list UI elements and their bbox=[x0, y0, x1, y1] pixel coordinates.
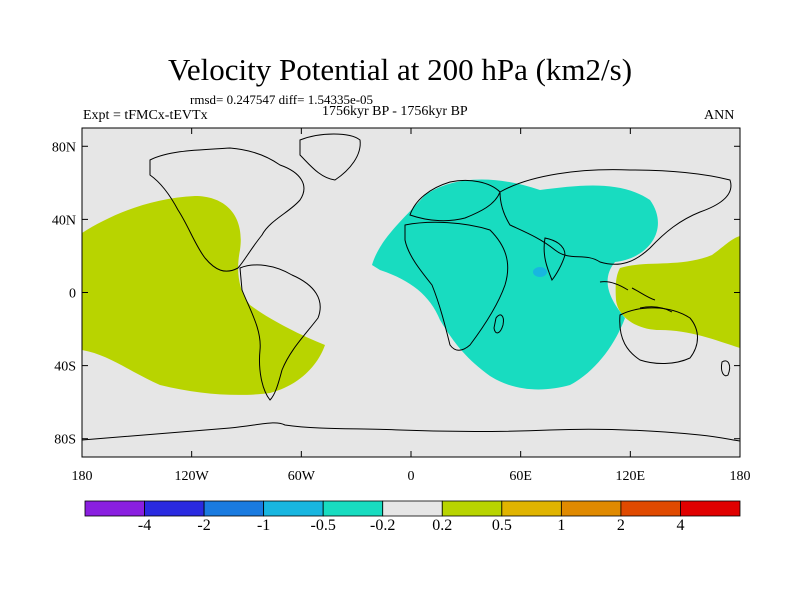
lat-tick-label: 0 bbox=[69, 287, 76, 302]
coast-maritime-continent bbox=[599, 281, 673, 313]
lon-tick-label: 60E bbox=[509, 469, 532, 484]
positive-anomaly-region-west-pacific bbox=[615, 236, 740, 348]
colorbar-segment bbox=[620, 500, 681, 517]
colorbar-label: 2 bbox=[616, 517, 625, 534]
coast-new-zealand bbox=[721, 360, 731, 377]
period-label: 1756kyr BP - 1756kyr BP bbox=[322, 104, 468, 119]
colorbar-segment bbox=[203, 500, 265, 517]
lon-tick-label: 60W bbox=[288, 469, 316, 484]
colorbar-segment bbox=[680, 500, 741, 517]
colorbar-label: -0.5 bbox=[310, 517, 336, 534]
colorbar-segment bbox=[382, 500, 443, 517]
lon-tick-label: 0 bbox=[408, 469, 415, 484]
colorbar-segment bbox=[263, 500, 324, 517]
colorbar-label: -0.2 bbox=[370, 517, 396, 534]
colorbar-label: -1 bbox=[256, 517, 271, 534]
coast-greenland bbox=[299, 133, 361, 181]
coast-north-america bbox=[149, 147, 305, 272]
coast-south-america bbox=[239, 264, 321, 401]
lon-tick-label: 120W bbox=[175, 469, 210, 484]
colorbar-segment bbox=[144, 500, 205, 517]
longitude-axis: 180 120W 60W 0 60E 120E 180 bbox=[72, 128, 751, 484]
colorbar-label: -4 bbox=[137, 517, 152, 534]
coastlines bbox=[82, 133, 740, 442]
colorbar-label: 0.2 bbox=[432, 517, 453, 534]
colorbar-label: 0.5 bbox=[491, 517, 512, 534]
colorbar-segment bbox=[501, 500, 562, 517]
lon-tick-label: 120E bbox=[616, 469, 646, 484]
colorbar-segment bbox=[441, 500, 503, 517]
experiment-label: Expt = tFMCx-tEVTx bbox=[83, 108, 208, 123]
colorbar-label: 4 bbox=[676, 517, 685, 534]
strong-negative-blob bbox=[533, 267, 547, 277]
negative-anomaly-region-indian-ocean bbox=[372, 179, 658, 390]
coast-asia bbox=[499, 169, 732, 265]
coast-india bbox=[543, 237, 566, 281]
colorbar bbox=[84, 500, 741, 517]
plot-title: Velocity Potential at 200 hPa (km2/s) bbox=[167, 52, 633, 87]
lat-tick-label: 80S bbox=[54, 433, 76, 448]
colorbar-label: -2 bbox=[197, 517, 211, 534]
coast-antarctica bbox=[82, 422, 740, 442]
colorbar-segment bbox=[322, 500, 384, 517]
lon-tick-label: 180 bbox=[730, 469, 751, 484]
positive-anomaly-region-east-pacific bbox=[82, 196, 325, 395]
lon-tick-label: 180 bbox=[72, 469, 93, 484]
lat-tick-label: 80N bbox=[52, 140, 76, 155]
season-label: ANN bbox=[704, 108, 735, 123]
colorbar-segment bbox=[560, 500, 622, 517]
colorbar-label: 1 bbox=[557, 517, 566, 534]
lat-tick-label: 40S bbox=[54, 360, 76, 375]
stats-line: rmsd= 0.247547 diff= 1.54335e-05 bbox=[190, 92, 374, 107]
coast-madagascar bbox=[493, 314, 504, 334]
coast-africa bbox=[404, 221, 509, 351]
latitude-axis: 80N 40N 0 40S 80S bbox=[52, 140, 740, 448]
lat-tick-label: 40N bbox=[52, 213, 76, 228]
colorbar-segment bbox=[84, 500, 145, 517]
coast-australia bbox=[619, 307, 698, 364]
